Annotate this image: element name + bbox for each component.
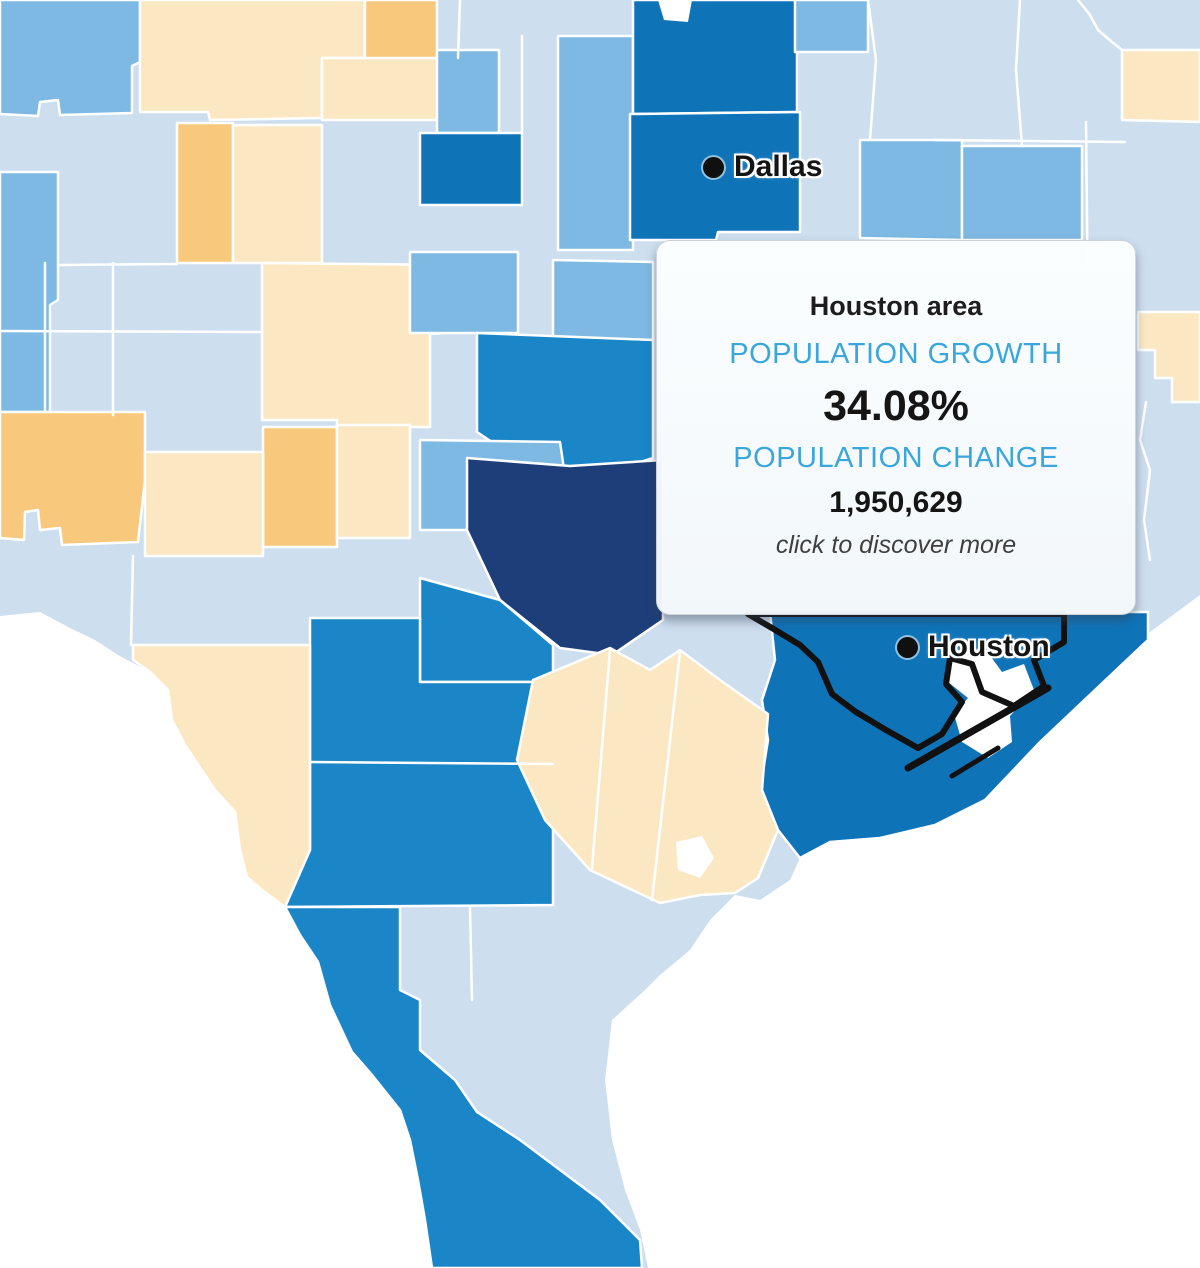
county-nw[interactable] — [0, 0, 142, 118]
county-border-line — [1014, 0, 1024, 148]
county-n-orange[interactable] — [363, 0, 439, 64]
county-border-line — [1138, 400, 1152, 562]
county-ne-med[interactable] — [793, 0, 870, 54]
county-bosque[interactable] — [408, 250, 520, 335]
matagorda-bay — [676, 836, 714, 878]
county-parker[interactable] — [418, 131, 524, 207]
county-ne-tan[interactable] — [1120, 48, 1200, 124]
county-border-line — [650, 650, 682, 902]
county-c-tan-col[interactable] — [335, 423, 412, 540]
tooltip-change-label: POPULATION CHANGE — [733, 442, 1059, 474]
county-w-orange-col[interactable] — [175, 121, 235, 265]
lake-notch — [658, 0, 692, 22]
barrier-island — [949, 745, 1001, 779]
county-w-med-strip[interactable] — [0, 170, 60, 414]
tooltip-growth-value: 34.08% — [823, 382, 969, 430]
county-border-line — [58, 262, 179, 267]
map-tooltip[interactable]: Houston area POPULATION GROWTH 34.08% PO… — [656, 240, 1136, 615]
tooltip-cta[interactable]: click to discover more — [775, 531, 1017, 559]
county-t-tan-mass[interactable] — [515, 646, 780, 905]
tooltip-change-value: 1,950,629 — [829, 486, 963, 519]
city-label-dallas: Dallas — [703, 150, 822, 184]
city-name: Houston — [928, 630, 1050, 663]
city-label-houston: Houston — [897, 630, 1050, 664]
selected-county-outline[interactable] — [745, 611, 1067, 751]
county-band-w[interactable] — [858, 138, 964, 242]
county-collin[interactable] — [631, 0, 799, 116]
county-border-line — [0, 329, 264, 334]
county-border-line — [456, 0, 462, 60]
county-w-tan[interactable] — [231, 123, 324, 265]
county-border-line — [866, 0, 878, 142]
county-border-line — [933, 138, 1127, 144]
county-c-med-sm[interactable] — [435, 48, 501, 135]
barrier-island — [904, 684, 1052, 772]
county-w-tan3[interactable] — [143, 450, 265, 558]
county-denton[interactable] — [556, 34, 635, 252]
city-dot-icon — [703, 156, 724, 178]
county-s-strong[interactable] — [283, 905, 644, 1268]
tooltip-area-title: Houston area — [809, 291, 983, 321]
county-c-orange[interactable] — [261, 425, 339, 549]
county-s-tan[interactable] — [131, 643, 312, 909]
county-border-line — [129, 554, 135, 647]
tooltip-growth-label: POPULATION GROWTH — [729, 338, 1063, 370]
county-band-e[interactable] — [960, 144, 1084, 242]
county-e-tan[interactable] — [1136, 310, 1200, 404]
county-border-line — [590, 648, 612, 870]
county-hill[interactable] — [551, 258, 655, 342]
county-border-line — [1076, 0, 1124, 52]
county-border-line — [468, 905, 474, 1002]
county-w-orange2[interactable] — [0, 410, 147, 547]
city-dot-icon — [897, 636, 918, 658]
city-name: Dallas — [734, 150, 823, 183]
county-border-line — [308, 760, 555, 766]
